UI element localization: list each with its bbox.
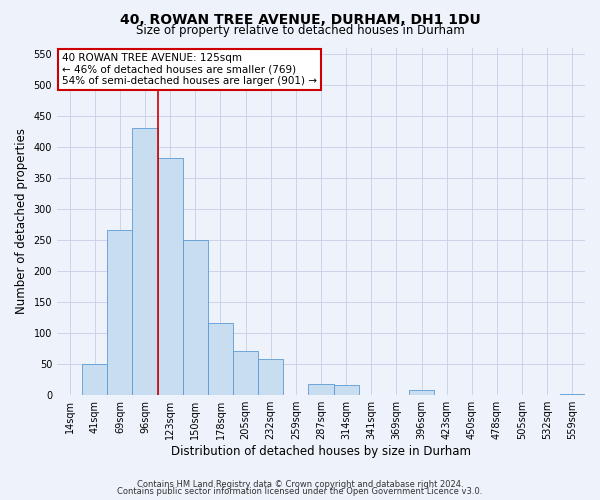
Text: 40 ROWAN TREE AVENUE: 125sqm
← 46% of detached houses are smaller (769)
54% of s: 40 ROWAN TREE AVENUE: 125sqm ← 46% of de… [62, 52, 317, 86]
Bar [258, 358, 283, 394]
X-axis label: Distribution of detached houses by size in Durham: Distribution of detached houses by size … [171, 444, 471, 458]
Bar [233, 352, 258, 395]
Text: 40, ROWAN TREE AVENUE, DURHAM, DH1 1DU: 40, ROWAN TREE AVENUE, DURHAM, DH1 1DU [119, 12, 481, 26]
Bar [82, 364, 107, 394]
Bar [107, 230, 133, 394]
Bar [158, 158, 183, 394]
Bar [208, 324, 233, 394]
Bar [183, 240, 208, 394]
Bar [334, 386, 359, 394]
Text: Contains public sector information licensed under the Open Government Licence v3: Contains public sector information licen… [118, 487, 482, 496]
Bar [308, 384, 334, 394]
Y-axis label: Number of detached properties: Number of detached properties [15, 128, 28, 314]
Text: Contains HM Land Registry data © Crown copyright and database right 2024.: Contains HM Land Registry data © Crown c… [137, 480, 463, 489]
Bar [133, 128, 158, 394]
Text: Size of property relative to detached houses in Durham: Size of property relative to detached ho… [136, 24, 464, 37]
Bar [409, 390, 434, 394]
